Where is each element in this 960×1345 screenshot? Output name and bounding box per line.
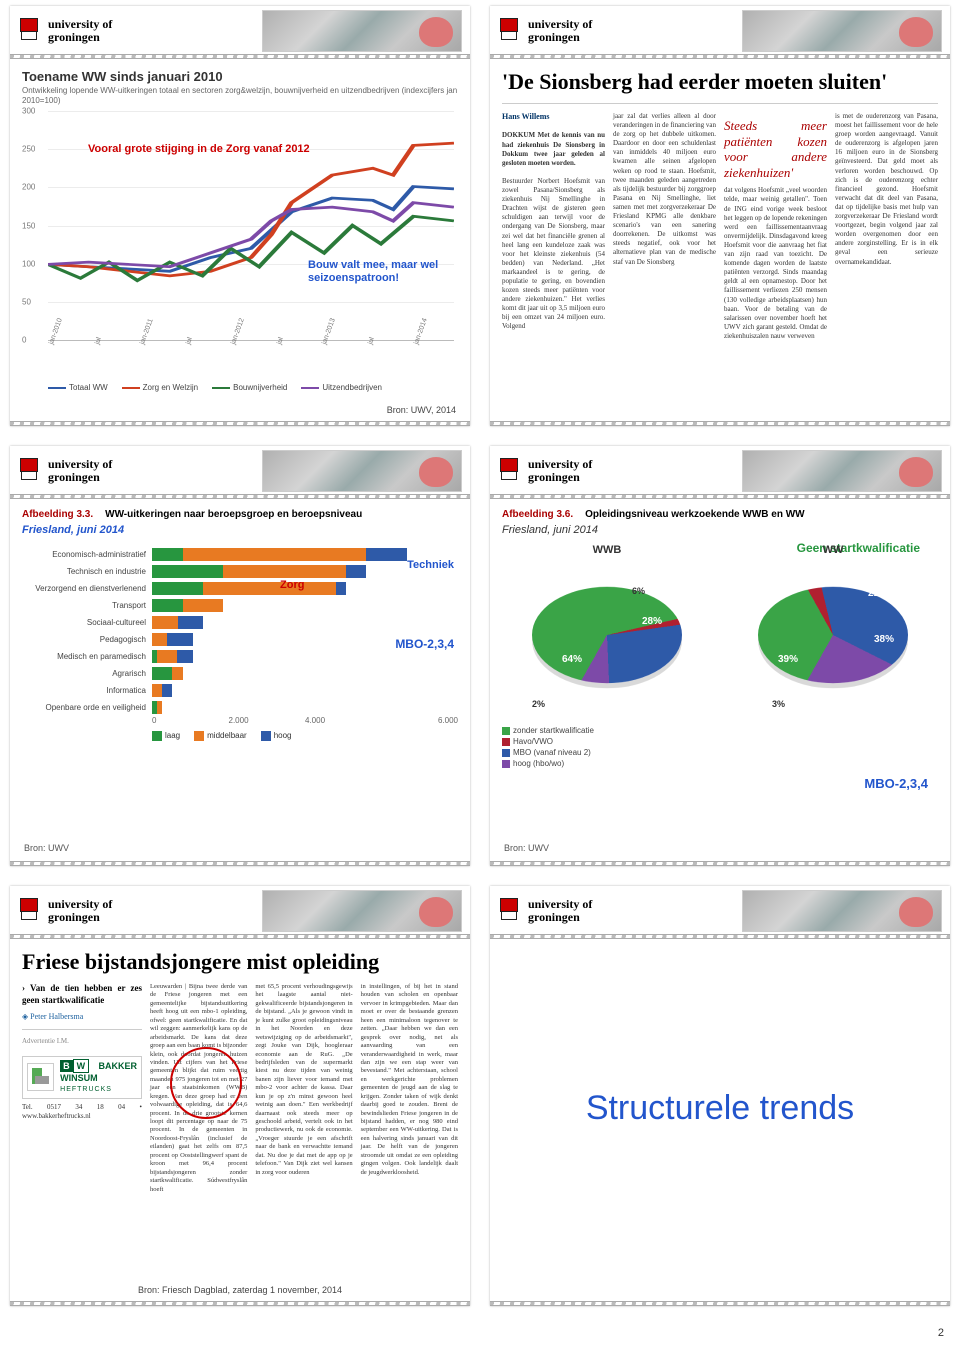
university-name: university of groningen bbox=[48, 18, 112, 43]
x-axis-labels: jan-2010jul jan-2011jul jan-2012jul jan-… bbox=[48, 343, 458, 363]
banner-photo bbox=[742, 450, 942, 492]
annotation-zorg: Vooral grote stijging in de Zorg vanaf 2… bbox=[88, 143, 310, 155]
slide-1: university of groningen Toename WW sinds… bbox=[10, 6, 470, 426]
divider-stripes bbox=[10, 421, 470, 426]
advertisement: BW BAKKER WINSUM HEFTRUCKS bbox=[22, 1056, 142, 1098]
crest-icon bbox=[18, 898, 40, 924]
article-headline: 'De Sionsberg had eerder moeten sluiten' bbox=[502, 69, 938, 95]
annotation-mbo: MBO-2,3,4 bbox=[395, 637, 454, 651]
legend: Totaal WW Zorg en Welzijn Bouwnijverheid… bbox=[48, 383, 458, 392]
slide-3: university ofgroningen Afbeelding 3.3. W… bbox=[10, 446, 470, 866]
banner: university ofgroningen bbox=[490, 6, 950, 54]
legend: laag middelbaar hoog bbox=[152, 731, 458, 741]
banner: university ofgroningen bbox=[10, 886, 470, 934]
divider-stripes bbox=[10, 1301, 470, 1306]
slide-4: university ofgroningen Afbeelding 3.6. O… bbox=[490, 446, 950, 866]
divider-stripes bbox=[10, 861, 470, 866]
article-body-col3: in instellingen, of bij het in stand hou… bbox=[361, 983, 458, 1176]
pie-title-ww: WW bbox=[728, 544, 938, 556]
banner: university ofgroningen bbox=[490, 886, 950, 934]
banner-photo bbox=[262, 450, 462, 492]
author: Peter Halbersma bbox=[30, 1012, 83, 1021]
divider-stripes bbox=[490, 1301, 950, 1306]
crest-icon bbox=[498, 898, 520, 924]
chart-title: Toename WW sinds januari 2010 bbox=[22, 69, 458, 84]
title: Structurele trends bbox=[502, 1089, 938, 1128]
banner-photo bbox=[262, 10, 462, 52]
slide-5: university ofgroningen Friese bijstandsj… bbox=[10, 886, 470, 1306]
annotation-mbo: MBO-2,3,4 bbox=[864, 776, 928, 791]
newspaper-article: 'De Sionsberg had eerder moeten sluiten'… bbox=[502, 69, 938, 341]
pull-quote: Steeds meer patiënten kozen voor andere … bbox=[724, 118, 827, 180]
banner: university of groningen bbox=[10, 6, 470, 54]
pie-charts: WWB 64% 28% 6% 2% WW 39% 38% 21% 3% bbox=[502, 544, 938, 710]
article-body-col3: dat volgens Hoefsmit „veel woorden telde… bbox=[724, 186, 827, 340]
legend: zonder startkwalificatie Havo/VWO MBO (v… bbox=[502, 726, 938, 768]
university-name: university ofgroningen bbox=[528, 898, 592, 923]
annotation-bouw: Bouw valt mee, maar wel seizoenspatroon! bbox=[308, 259, 448, 284]
crest-icon bbox=[18, 18, 40, 44]
annotation-zorg: Zorg bbox=[280, 579, 304, 591]
article-bullet: › Van de tien hebben er zes geen startkw… bbox=[22, 983, 142, 1006]
forklift-icon bbox=[27, 1063, 54, 1091]
crest-icon bbox=[498, 18, 520, 44]
banner-photo bbox=[742, 10, 942, 52]
figure-header: Afbeelding 3.3. WW-uitkeringen naar bero… bbox=[22, 509, 458, 520]
source-label: Bron: UWV bbox=[24, 843, 69, 853]
article-lead: DOKKUM Met de kennis van nu had ziekenhu… bbox=[502, 131, 605, 166]
university-name: university ofgroningen bbox=[528, 18, 592, 43]
x-axis-labels: 0 2.000 4.000 6.000 bbox=[152, 716, 458, 725]
figure-subtitle: Friesland, juni 2014 bbox=[502, 524, 938, 536]
divider-stripes bbox=[490, 421, 950, 426]
article-body-col2: jaar zal dat verlies alleen al door vera… bbox=[613, 112, 716, 266]
pie-title-wwb: WWB bbox=[502, 544, 712, 556]
red-circle-annotation bbox=[170, 1047, 242, 1119]
article-body-col4: is met de ouderenzorg van Pasana, moest … bbox=[835, 112, 938, 266]
page-number: 2 bbox=[938, 1327, 944, 1339]
figure-header: Afbeelding 3.6. Opleidingsniveau werkzoe… bbox=[502, 509, 938, 520]
banner-photo bbox=[742, 890, 942, 932]
divider-stripes bbox=[490, 861, 950, 866]
university-name: university ofgroningen bbox=[48, 898, 112, 923]
pie-wwb bbox=[532, 587, 682, 683]
article-headline: Friese bijstandsjongere mist opleiding bbox=[22, 949, 458, 975]
figure-subtitle: Friesland, juni 2014 bbox=[22, 524, 458, 536]
banner: university ofgroningen bbox=[490, 446, 950, 494]
slide-6: university ofgroningen Structurele trend… bbox=[490, 886, 950, 1306]
banner-photo bbox=[262, 890, 462, 932]
chart-subtitle: Ontwikkeling lopende WW-uitkeringen tota… bbox=[22, 86, 458, 105]
article-body-col2: met 65,5 procent verhoudingsgewijs het l… bbox=[255, 983, 352, 1176]
ad-contact: Tel. 0517 34 18 04 • www.bakkerheftrucks… bbox=[22, 1103, 142, 1121]
article-body-col1: Bestuurder Norbert Hoefsmit van zowel Pa… bbox=[502, 177, 605, 331]
university-name: university ofgroningen bbox=[528, 458, 592, 483]
banner: university ofgroningen bbox=[10, 446, 470, 494]
university-name: university ofgroningen bbox=[48, 458, 112, 483]
crest-icon bbox=[18, 458, 40, 484]
source-label: Bron: Friesch Dagblad, zaterdag 1 novemb… bbox=[138, 1285, 342, 1295]
source-label: Bron: UWV, 2014 bbox=[387, 405, 456, 415]
annotation-tech: Techniek bbox=[407, 559, 454, 571]
crest-icon bbox=[498, 458, 520, 484]
horizontal-bar-chart: Economisch-administratief Technisch en i… bbox=[22, 546, 458, 716]
source-label: Bron: UWV bbox=[504, 843, 549, 853]
byline: Hans Willems bbox=[502, 112, 605, 122]
slide-2: university ofgroningen 'De Sionsberg had… bbox=[490, 6, 950, 426]
